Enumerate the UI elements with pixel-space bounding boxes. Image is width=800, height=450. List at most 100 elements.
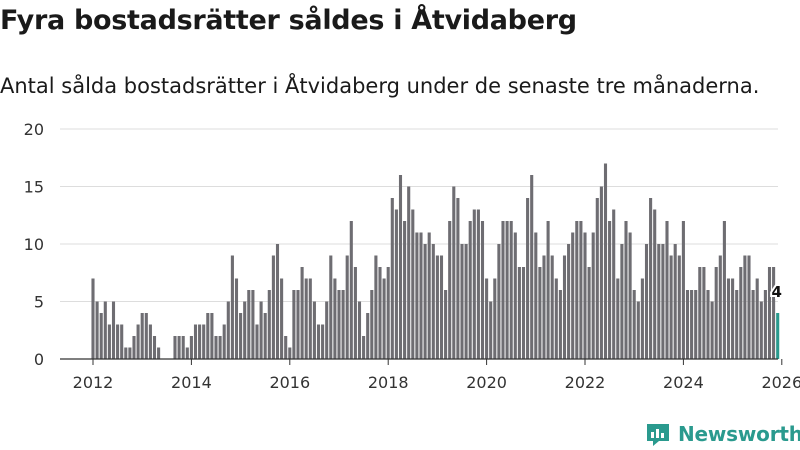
bar	[665, 221, 669, 359]
bar	[386, 267, 390, 359]
bar	[403, 221, 407, 359]
bar	[501, 221, 505, 359]
chart-title: Fyra bostadsrätter såldes i Åtvidaberg	[0, 5, 577, 36]
bar	[103, 301, 107, 359]
bar	[612, 209, 616, 359]
bar	[710, 301, 714, 359]
bar	[435, 255, 439, 359]
bar	[407, 186, 411, 359]
bar	[583, 232, 587, 359]
bar	[394, 209, 398, 359]
bar	[312, 301, 316, 359]
bar	[304, 278, 308, 359]
bar	[378, 267, 382, 359]
bar	[116, 324, 120, 359]
bar	[476, 209, 480, 359]
bar	[349, 221, 353, 359]
bar	[603, 163, 608, 359]
bar	[271, 255, 275, 359]
bar	[333, 278, 337, 359]
bar	[243, 301, 247, 359]
bar	[288, 347, 292, 359]
bar	[620, 244, 624, 359]
bar	[132, 336, 136, 359]
bar	[550, 255, 554, 359]
bar	[472, 209, 476, 359]
bar	[616, 278, 620, 359]
bar	[735, 290, 739, 359]
bar	[554, 278, 558, 359]
bar	[763, 290, 767, 359]
bar	[107, 324, 111, 359]
y-tick-label: 0	[34, 350, 44, 369]
bar	[263, 313, 267, 359]
bar	[157, 347, 161, 359]
bar	[181, 336, 185, 359]
bar	[640, 278, 644, 359]
bar	[95, 301, 99, 359]
bar	[308, 278, 312, 359]
bar	[759, 301, 763, 359]
y-tick-label: 10	[24, 235, 44, 254]
bar	[657, 244, 661, 359]
bar	[202, 324, 206, 359]
bar	[140, 313, 144, 359]
bar	[599, 186, 603, 359]
bar	[624, 221, 628, 359]
bar	[497, 244, 501, 359]
bar	[493, 278, 497, 359]
bar	[177, 336, 181, 359]
bar	[300, 267, 304, 359]
bar	[255, 324, 259, 359]
bar	[673, 244, 677, 359]
bar	[284, 336, 288, 359]
x-tick-label: 2026	[761, 373, 800, 392]
bar	[562, 255, 567, 359]
bar	[230, 255, 234, 359]
bar	[357, 301, 362, 359]
bar	[587, 267, 591, 359]
bar	[267, 290, 271, 359]
bar	[415, 232, 419, 359]
bar	[427, 232, 431, 359]
bar	[698, 267, 702, 359]
bar	[489, 301, 493, 359]
bar	[681, 221, 685, 359]
bar	[579, 221, 583, 359]
bar	[152, 336, 157, 359]
bar	[214, 336, 218, 359]
bar	[731, 278, 735, 359]
bar	[505, 221, 509, 359]
bar	[468, 221, 472, 359]
bar	[767, 267, 772, 359]
bar	[567, 244, 571, 359]
bar	[198, 324, 202, 359]
bar	[669, 255, 673, 359]
chart-subtitle: Antal sålda bostadsrätter i Åtvidaberg u…	[0, 74, 760, 98]
bar	[144, 313, 148, 359]
newsworthy-logo: Newsworthy	[645, 421, 800, 447]
bar	[653, 209, 657, 359]
bar	[259, 301, 263, 359]
bar	[452, 186, 456, 359]
bar	[91, 278, 95, 359]
bar	[398, 175, 403, 359]
bar	[128, 347, 132, 359]
bar	[546, 221, 550, 359]
bar	[124, 347, 128, 359]
bar	[460, 244, 464, 359]
bar	[743, 255, 747, 359]
bar	[99, 313, 103, 359]
bar	[591, 232, 595, 359]
bar	[111, 301, 116, 359]
bar	[353, 267, 357, 359]
bar	[222, 324, 226, 359]
bar	[718, 255, 722, 359]
bar	[677, 255, 681, 359]
brand-name: Newsworthy	[678, 422, 800, 446]
newsworthy-icon	[647, 424, 669, 446]
bar	[218, 336, 222, 359]
bar	[690, 290, 694, 359]
x-tick-label: 2014	[171, 373, 212, 392]
